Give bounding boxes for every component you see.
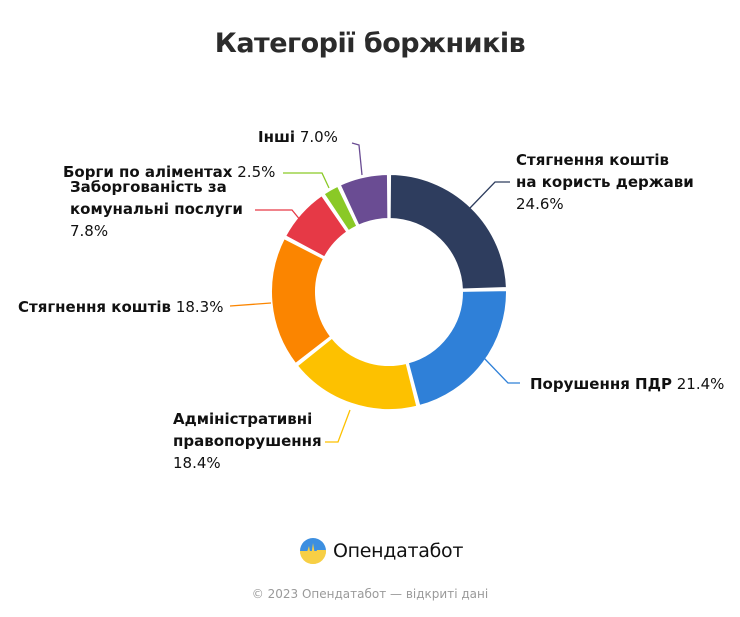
label-utilities: Заборгованість за комунальні послуги 7.8% (70, 178, 243, 240)
slice-state (388, 173, 508, 291)
slice-collection (270, 237, 333, 366)
label-collection: Стягнення коштів 18.3% (18, 298, 224, 316)
leader-line-pdr (483, 357, 520, 384)
leader-line-admin (325, 409, 351, 443)
chart-title: Категорії боржників (214, 28, 526, 59)
slice-alimony (322, 184, 359, 233)
footer-copyright: © 2023 Опендатабот — відкриті дані (251, 587, 489, 601)
slice-admin (295, 336, 419, 411)
leader-lines (229, 142, 520, 443)
slice-pdr (406, 289, 508, 408)
slice-other (338, 173, 390, 227)
label-state-collection: Стягнення коштів на користь держави 24.6% (516, 151, 694, 213)
label-administrative: Адміністративні правопорушення 18.4% (173, 410, 322, 472)
donut-slices (270, 173, 508, 411)
leader-line-collection (229, 302, 272, 307)
brand-logo: Опендатабот (299, 537, 463, 565)
leader-line-other (351, 142, 363, 176)
leader-line-alimony (283, 172, 330, 189)
opendatabot-logo-icon (300, 538, 326, 564)
label-other: Інші 7.0% (258, 128, 338, 146)
label-traffic-violations: Порушення ПДР 21.4% (530, 375, 725, 393)
brand-name: Опендатабот (333, 540, 464, 562)
leader-line-state (469, 181, 510, 209)
slice-utilities (284, 194, 349, 259)
leader-line-utilities (255, 209, 302, 222)
label-alimony: Борги по аліментах 2.5% (63, 163, 276, 181)
